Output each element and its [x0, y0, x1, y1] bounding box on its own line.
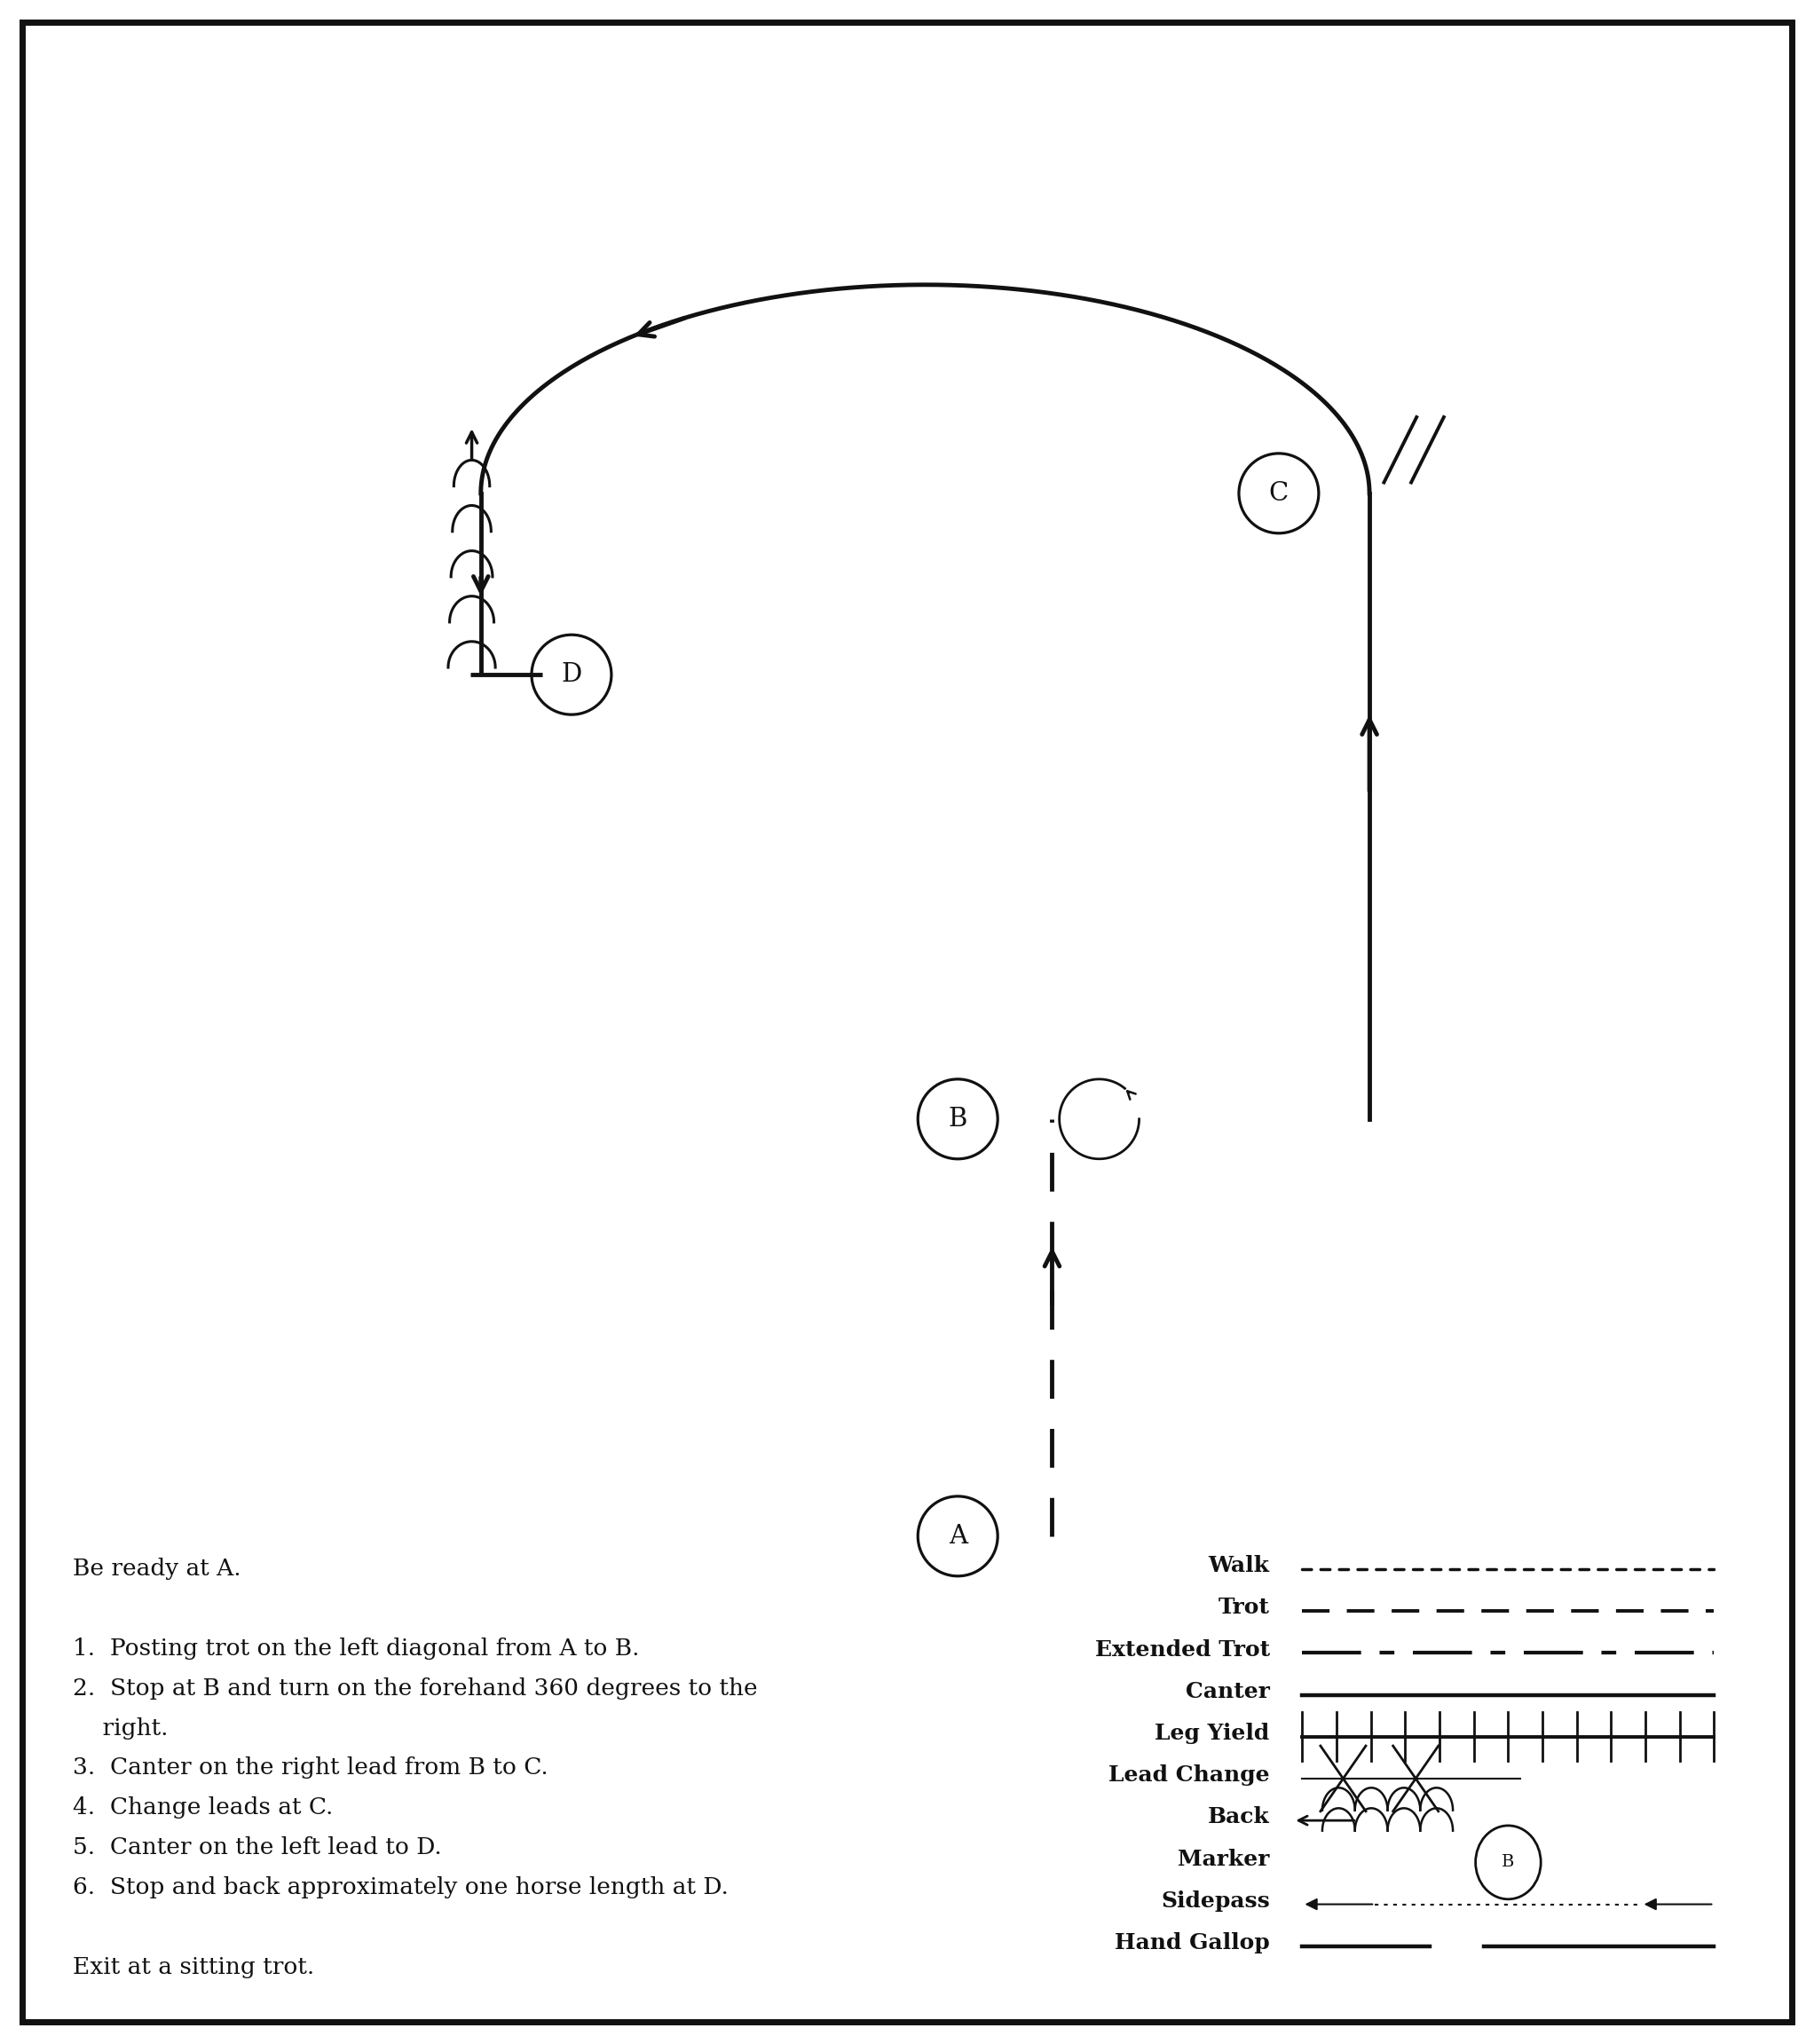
Text: 1.  Posting trot on the left diagonal from A to B.: 1. Posting trot on the left diagonal fro… — [73, 1637, 639, 1660]
Text: Extended Trot: Extended Trot — [1096, 1639, 1270, 1660]
Text: Leg Yield: Leg Yield — [1156, 1723, 1270, 1744]
Text: Hand Gallop: Hand Gallop — [1114, 1932, 1270, 1954]
Text: C: C — [1270, 480, 1288, 505]
Text: Walk: Walk — [1208, 1555, 1270, 1576]
Text: Lead Change: Lead Change — [1108, 1764, 1270, 1786]
Text: 5.  Canter on the left lead to D.: 5. Canter on the left lead to D. — [73, 1838, 443, 1858]
Text: Trot: Trot — [1219, 1596, 1270, 1619]
Text: 2.  Stop at B and turn on the forehand 360 degrees to the: 2. Stop at B and turn on the forehand 36… — [73, 1676, 758, 1699]
Text: Canter: Canter — [1186, 1680, 1270, 1703]
Text: Marker: Marker — [1177, 1848, 1270, 1870]
Text: 3.  Canter on the right lead from B to C.: 3. Canter on the right lead from B to C. — [73, 1758, 548, 1778]
Text: Exit at a sitting trot.: Exit at a sitting trot. — [73, 1956, 314, 1979]
Text: 6.  Stop and back approximately one horse length at D.: 6. Stop and back approximately one horse… — [73, 1876, 729, 1899]
Text: Be ready at A.: Be ready at A. — [73, 1558, 241, 1580]
Text: right.: right. — [73, 1717, 169, 1739]
Text: Sidepass: Sidepass — [1161, 1891, 1270, 1911]
Text: 4.  Change leads at C.: 4. Change leads at C. — [73, 1797, 334, 1819]
Text: A: A — [949, 1523, 967, 1549]
Text: B: B — [949, 1106, 967, 1132]
Text: B: B — [1502, 1854, 1515, 1870]
Text: Back: Back — [1208, 1807, 1270, 1827]
Text: D: D — [561, 662, 582, 687]
